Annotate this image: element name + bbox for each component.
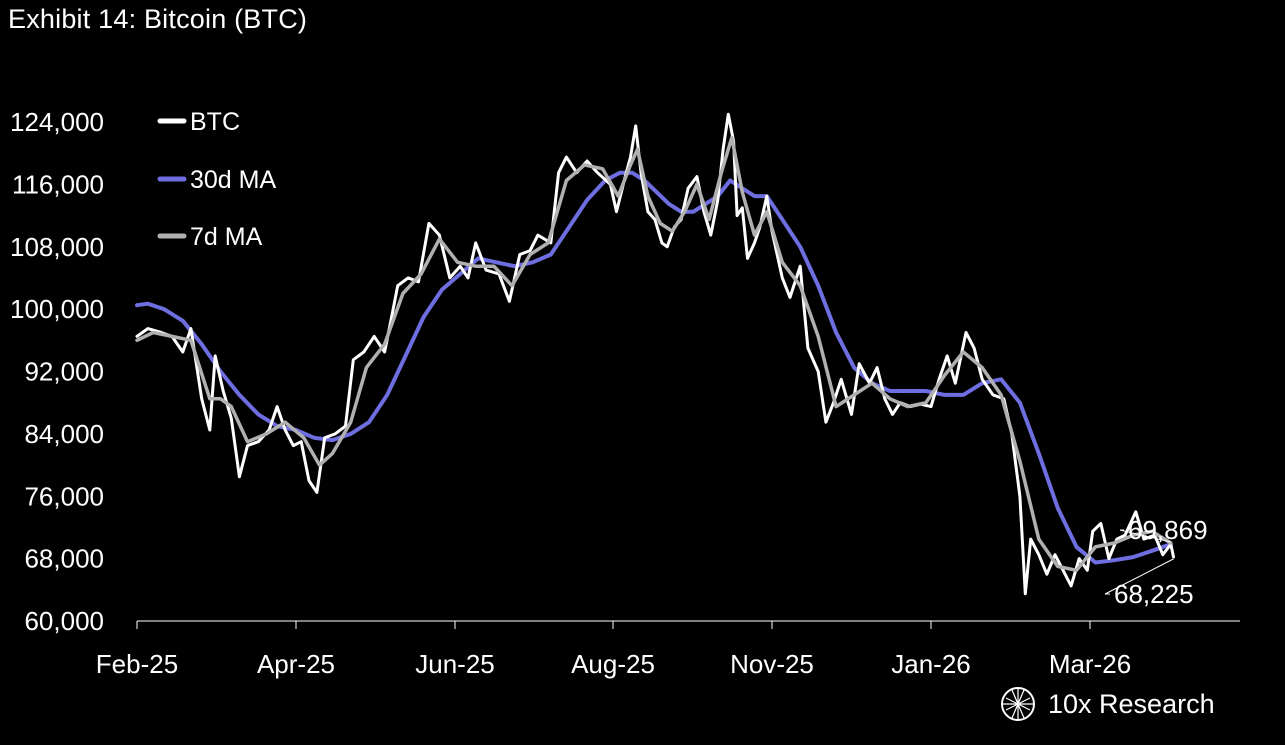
brand-name: 10x Research — [1048, 688, 1215, 719]
end-label-leader — [1104, 558, 1174, 595]
end-value-label: 68,225 — [1114, 579, 1194, 609]
x-axis: Feb-25 Apr-25 Jun-25 Aug-25 Nov-25 Jan-26 Mar-… — [96, 620, 1240, 679]
x-tick-label: Jan-26 — [891, 649, 971, 679]
y-tick-label: 68,000 — [24, 544, 104, 574]
y-tick-label: 116,000 — [12, 169, 104, 199]
series-line-30d-ma — [135, 170, 1173, 565]
y-tick-label: 76,000 — [24, 481, 104, 511]
legend-label: 7d MA — [190, 223, 263, 251]
chart-title: Exhibit 14: Bitcoin (BTC) — [8, 4, 308, 34]
x-tick-label: Feb-25 — [96, 649, 178, 679]
series-line-7d-ma — [135, 135, 1173, 573]
legend-label: BTC — [190, 108, 240, 136]
y-axis-ticks: 124,000 116,000 108,000 100,000 92,000 84,000… — [10, 107, 104, 636]
chart-legend: BTC 30d MA 7d MA — [157, 108, 276, 251]
y-tick-label: 92,000 — [24, 357, 104, 387]
x-tick-label: Nov-25 — [730, 649, 814, 679]
end-value-labels: 69,869 68,225 — [1104, 515, 1208, 609]
y-tick-label: 124,000 — [10, 107, 104, 137]
legend-label: 30d MA — [190, 166, 276, 194]
x-tick-label: Mar-26 — [1049, 649, 1131, 679]
end-label-leader — [1119, 529, 1171, 543]
y-tick-label: 60,000 — [24, 606, 104, 636]
x-tick-label: Apr-25 — [257, 649, 335, 679]
y-tick-label: 100,000 — [10, 294, 104, 324]
x-tick-label: Jun-25 — [415, 649, 495, 679]
y-tick-label: 108,000 — [10, 232, 104, 262]
brand: 10x Research — [1000, 686, 1215, 722]
y-tick-label: 84,000 — [24, 419, 104, 449]
series-line-btc — [135, 112, 1175, 596]
x-tick-label: Aug-25 — [571, 649, 655, 679]
chart-lines — [135, 112, 1175, 596]
end-value-label: 69,869 — [1128, 515, 1208, 545]
10x-research-logo-icon — [1001, 687, 1035, 721]
